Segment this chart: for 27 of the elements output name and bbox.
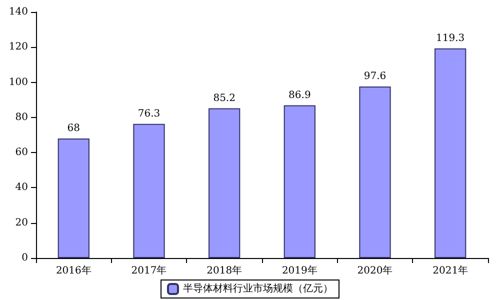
bar [359,86,391,258]
x-tick-label: 2016年 [56,264,92,276]
y-tick-label: 40 [15,182,28,194]
x-tick-label: 2019年 [282,264,318,276]
bar [284,105,316,258]
y-tick-label: 0 [22,252,28,264]
x-tick-label: 2021年 [432,264,468,276]
data-label: 85.2 [213,92,236,104]
x-tick-label: 2017年 [131,264,167,276]
bar [133,124,165,258]
data-label: 119.3 [436,32,465,44]
x-tick-label: 2020年 [357,264,393,276]
y-tick-label: 80 [15,112,28,123]
data-label: 68 [67,123,80,134]
bar [58,138,90,258]
data-label: 86.9 [288,90,311,101]
y-tick-label: 120 [8,42,28,53]
data-label: 97.6 [364,71,386,82]
legend-label: 半导体材料行业市场规模（亿元） [183,282,333,294]
x-tick-label: 2018年 [206,264,242,276]
y-tick-label: 100 [8,76,28,88]
bar [208,108,240,258]
y-tick-label: 140 [8,6,28,18]
bar [434,48,466,258]
y-tick-label: 60 [15,147,28,158]
y-tick-label: 20 [15,217,28,228]
data-label: 76.3 [138,108,160,120]
